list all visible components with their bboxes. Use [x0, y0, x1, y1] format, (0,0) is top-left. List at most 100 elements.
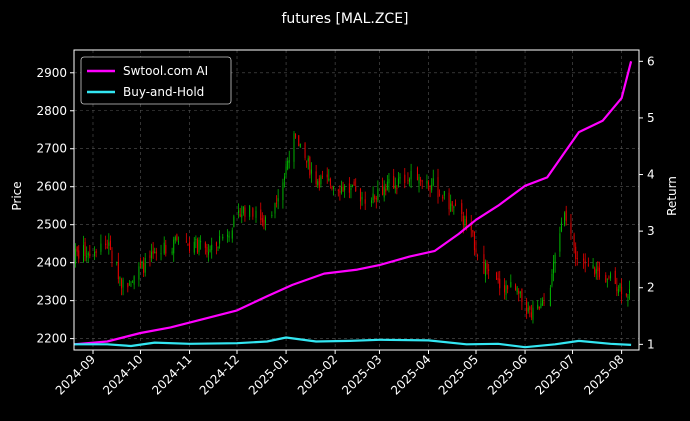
candle-body [320, 176, 322, 185]
candle-body [483, 254, 485, 274]
candle-body [94, 252, 96, 257]
candle-body [570, 222, 572, 234]
y-tick-label: 2200 [36, 332, 67, 346]
candle-body [100, 243, 102, 252]
candle-body [342, 186, 344, 192]
candle-body [133, 276, 135, 285]
candle-body [465, 216, 467, 226]
candle-body [553, 261, 555, 274]
y-tick-label: 2700 [36, 142, 67, 156]
candle-body [448, 192, 450, 210]
candle-body [583, 258, 585, 261]
y-tick-label: 2600 [36, 180, 67, 194]
candle-body [282, 182, 284, 201]
candle-body [86, 255, 88, 258]
candle-body [407, 180, 409, 182]
candle-body [396, 188, 398, 190]
candle-body [410, 170, 412, 180]
candle-body [385, 188, 387, 192]
candle-body [606, 278, 608, 280]
candle-body [174, 237, 176, 241]
candle-body [371, 200, 373, 203]
candle-body [271, 215, 273, 217]
candle-body [486, 262, 488, 269]
candle-body [105, 243, 107, 246]
candle-body [584, 260, 586, 264]
candle-body [130, 284, 132, 286]
candle-body [318, 178, 320, 188]
plot-frame [73, 49, 640, 351]
candle-body [382, 185, 384, 195]
y-tick-label: 2300 [36, 294, 67, 308]
candle-body [261, 218, 263, 223]
candle-body [470, 222, 472, 231]
candle-body [454, 203, 456, 206]
candle-body [263, 219, 265, 226]
candle-body [505, 285, 507, 295]
candle-body [227, 234, 229, 237]
candle-body [605, 275, 607, 283]
candle-body [340, 186, 342, 194]
candle-body [122, 279, 124, 288]
candle-body [195, 239, 197, 241]
candle-body [617, 289, 619, 294]
candle-body [461, 203, 463, 215]
candle-body [374, 196, 376, 199]
candle-body [109, 240, 111, 250]
candle-body [176, 234, 178, 240]
candle-body [420, 179, 422, 181]
candle-body [277, 198, 279, 202]
candle-body [538, 306, 540, 309]
candle-body [587, 264, 589, 266]
candle-body [326, 174, 328, 178]
x-tick-label: 2025-04 [388, 352, 433, 397]
candle-body [344, 185, 346, 191]
candle-body [426, 180, 428, 184]
candle-body [120, 279, 122, 289]
candle-body [503, 285, 505, 293]
y-tick-label: 2400 [36, 256, 67, 270]
candle-body [233, 216, 235, 228]
candle-body [377, 188, 379, 201]
candle-body [288, 160, 290, 163]
candle-body [128, 284, 130, 286]
candle-body [488, 269, 490, 271]
candle-body [155, 251, 157, 254]
candle-body [621, 286, 623, 295]
candle-body [260, 209, 262, 221]
candle-body [375, 198, 377, 200]
candle-body [597, 266, 599, 272]
swtool-return-line [73, 61, 633, 346]
x-tick-label: 2025-02 [295, 352, 340, 397]
candle-body [404, 174, 406, 184]
candle-body [310, 169, 312, 174]
candle-body [76, 246, 78, 252]
candle-body [317, 181, 319, 186]
candle-body [116, 261, 118, 263]
candle-body [551, 274, 553, 286]
candle-body [432, 178, 434, 186]
candle-body [108, 242, 110, 246]
candle-body [315, 171, 317, 185]
candle-body [355, 186, 357, 192]
candle-body [219, 236, 221, 244]
candle-body [443, 191, 445, 196]
candle-body [329, 178, 331, 186]
candle-body [451, 201, 453, 207]
candle-body [532, 307, 534, 320]
candle-body [255, 210, 257, 218]
candle-body [206, 247, 208, 253]
candle-body [464, 218, 466, 228]
candle-body [241, 214, 243, 218]
candle-body [151, 252, 153, 259]
candle-body [421, 180, 423, 182]
candle-body [171, 251, 173, 254]
candle-body [139, 263, 141, 266]
candle-body [499, 278, 501, 289]
x-tick-label: 2024-11 [149, 352, 194, 397]
candle-body [187, 243, 189, 245]
candle-body [564, 212, 566, 226]
y2-tick-label: 2 [647, 281, 655, 295]
candle-body [409, 178, 411, 182]
candle-body [239, 213, 241, 217]
